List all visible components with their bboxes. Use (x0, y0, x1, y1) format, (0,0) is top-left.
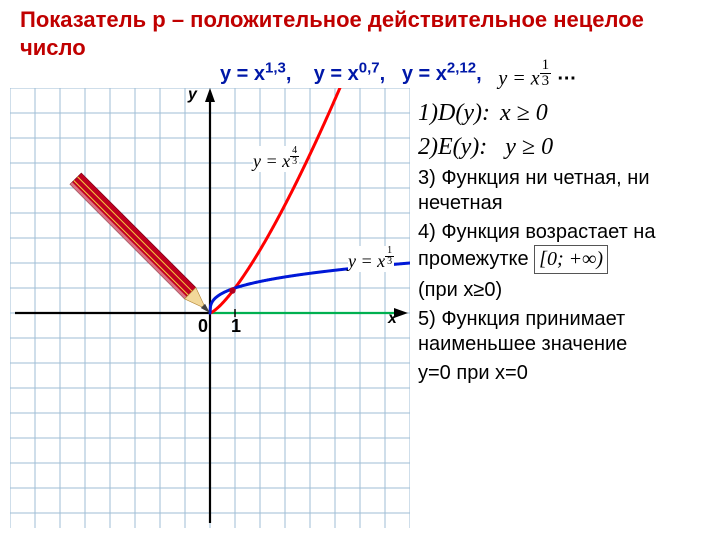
curve-label-flat-base: y = x (348, 251, 385, 271)
prop-domain: 1)D(y): x ≥ 0 (418, 98, 710, 128)
prop-range-cond: y ≥ 0 (505, 134, 553, 160)
func-3: у = х2,12, (402, 63, 482, 85)
graph-svg (10, 88, 410, 528)
func-2: у = х0,7, (314, 63, 385, 85)
curve-label-steep-base: y = x (253, 151, 290, 171)
prop-min: 5) Функция принимает наименьшее значение (418, 307, 710, 357)
prop-min-value: у=0 при х=0 (418, 361, 710, 386)
interval-notation: [0; +∞) (534, 245, 608, 274)
func-ellipsis: … (557, 63, 577, 85)
func-generic: y = x13 (498, 58, 551, 91)
curve-label-steep: y = x43 (253, 146, 299, 172)
prop-monotonic-cond: (при х≥0) (418, 278, 710, 303)
func-1: у = х1,3, (220, 63, 291, 85)
prop-monotonic: 4) Функция возрастает на промежутке [0; … (418, 220, 710, 274)
properties-block: 1)D(y): x ≥ 0 2)E(y): y ≥ 0 3) Функция н… (418, 98, 710, 386)
func-generic-base: y = x (498, 68, 539, 90)
prop-domain-label: 1)D(y): (418, 100, 490, 126)
prop-range: 2)E(y): y ≥ 0 (418, 132, 710, 162)
function-examples: у = х1,3, у = х0,7, у = х2,12, y = x13 … (220, 58, 700, 91)
curve-label-flat: y = x13 (348, 246, 394, 272)
one-label: 1 (231, 316, 241, 337)
graph: у х 0 1 y = x43 y = x13 (10, 88, 410, 528)
origin-label: 0 (198, 316, 208, 337)
prop-domain-cond: x ≥ 0 (500, 100, 548, 126)
prop-parity: 3) Функция ни четная, ни нечетная (418, 166, 710, 216)
y-axis-label: у (188, 86, 197, 104)
prop-range-label: 2)E(y): (418, 134, 487, 160)
x-axis-label: х (388, 310, 397, 328)
slide-title: Показатель р – положительное действитель… (20, 6, 700, 61)
